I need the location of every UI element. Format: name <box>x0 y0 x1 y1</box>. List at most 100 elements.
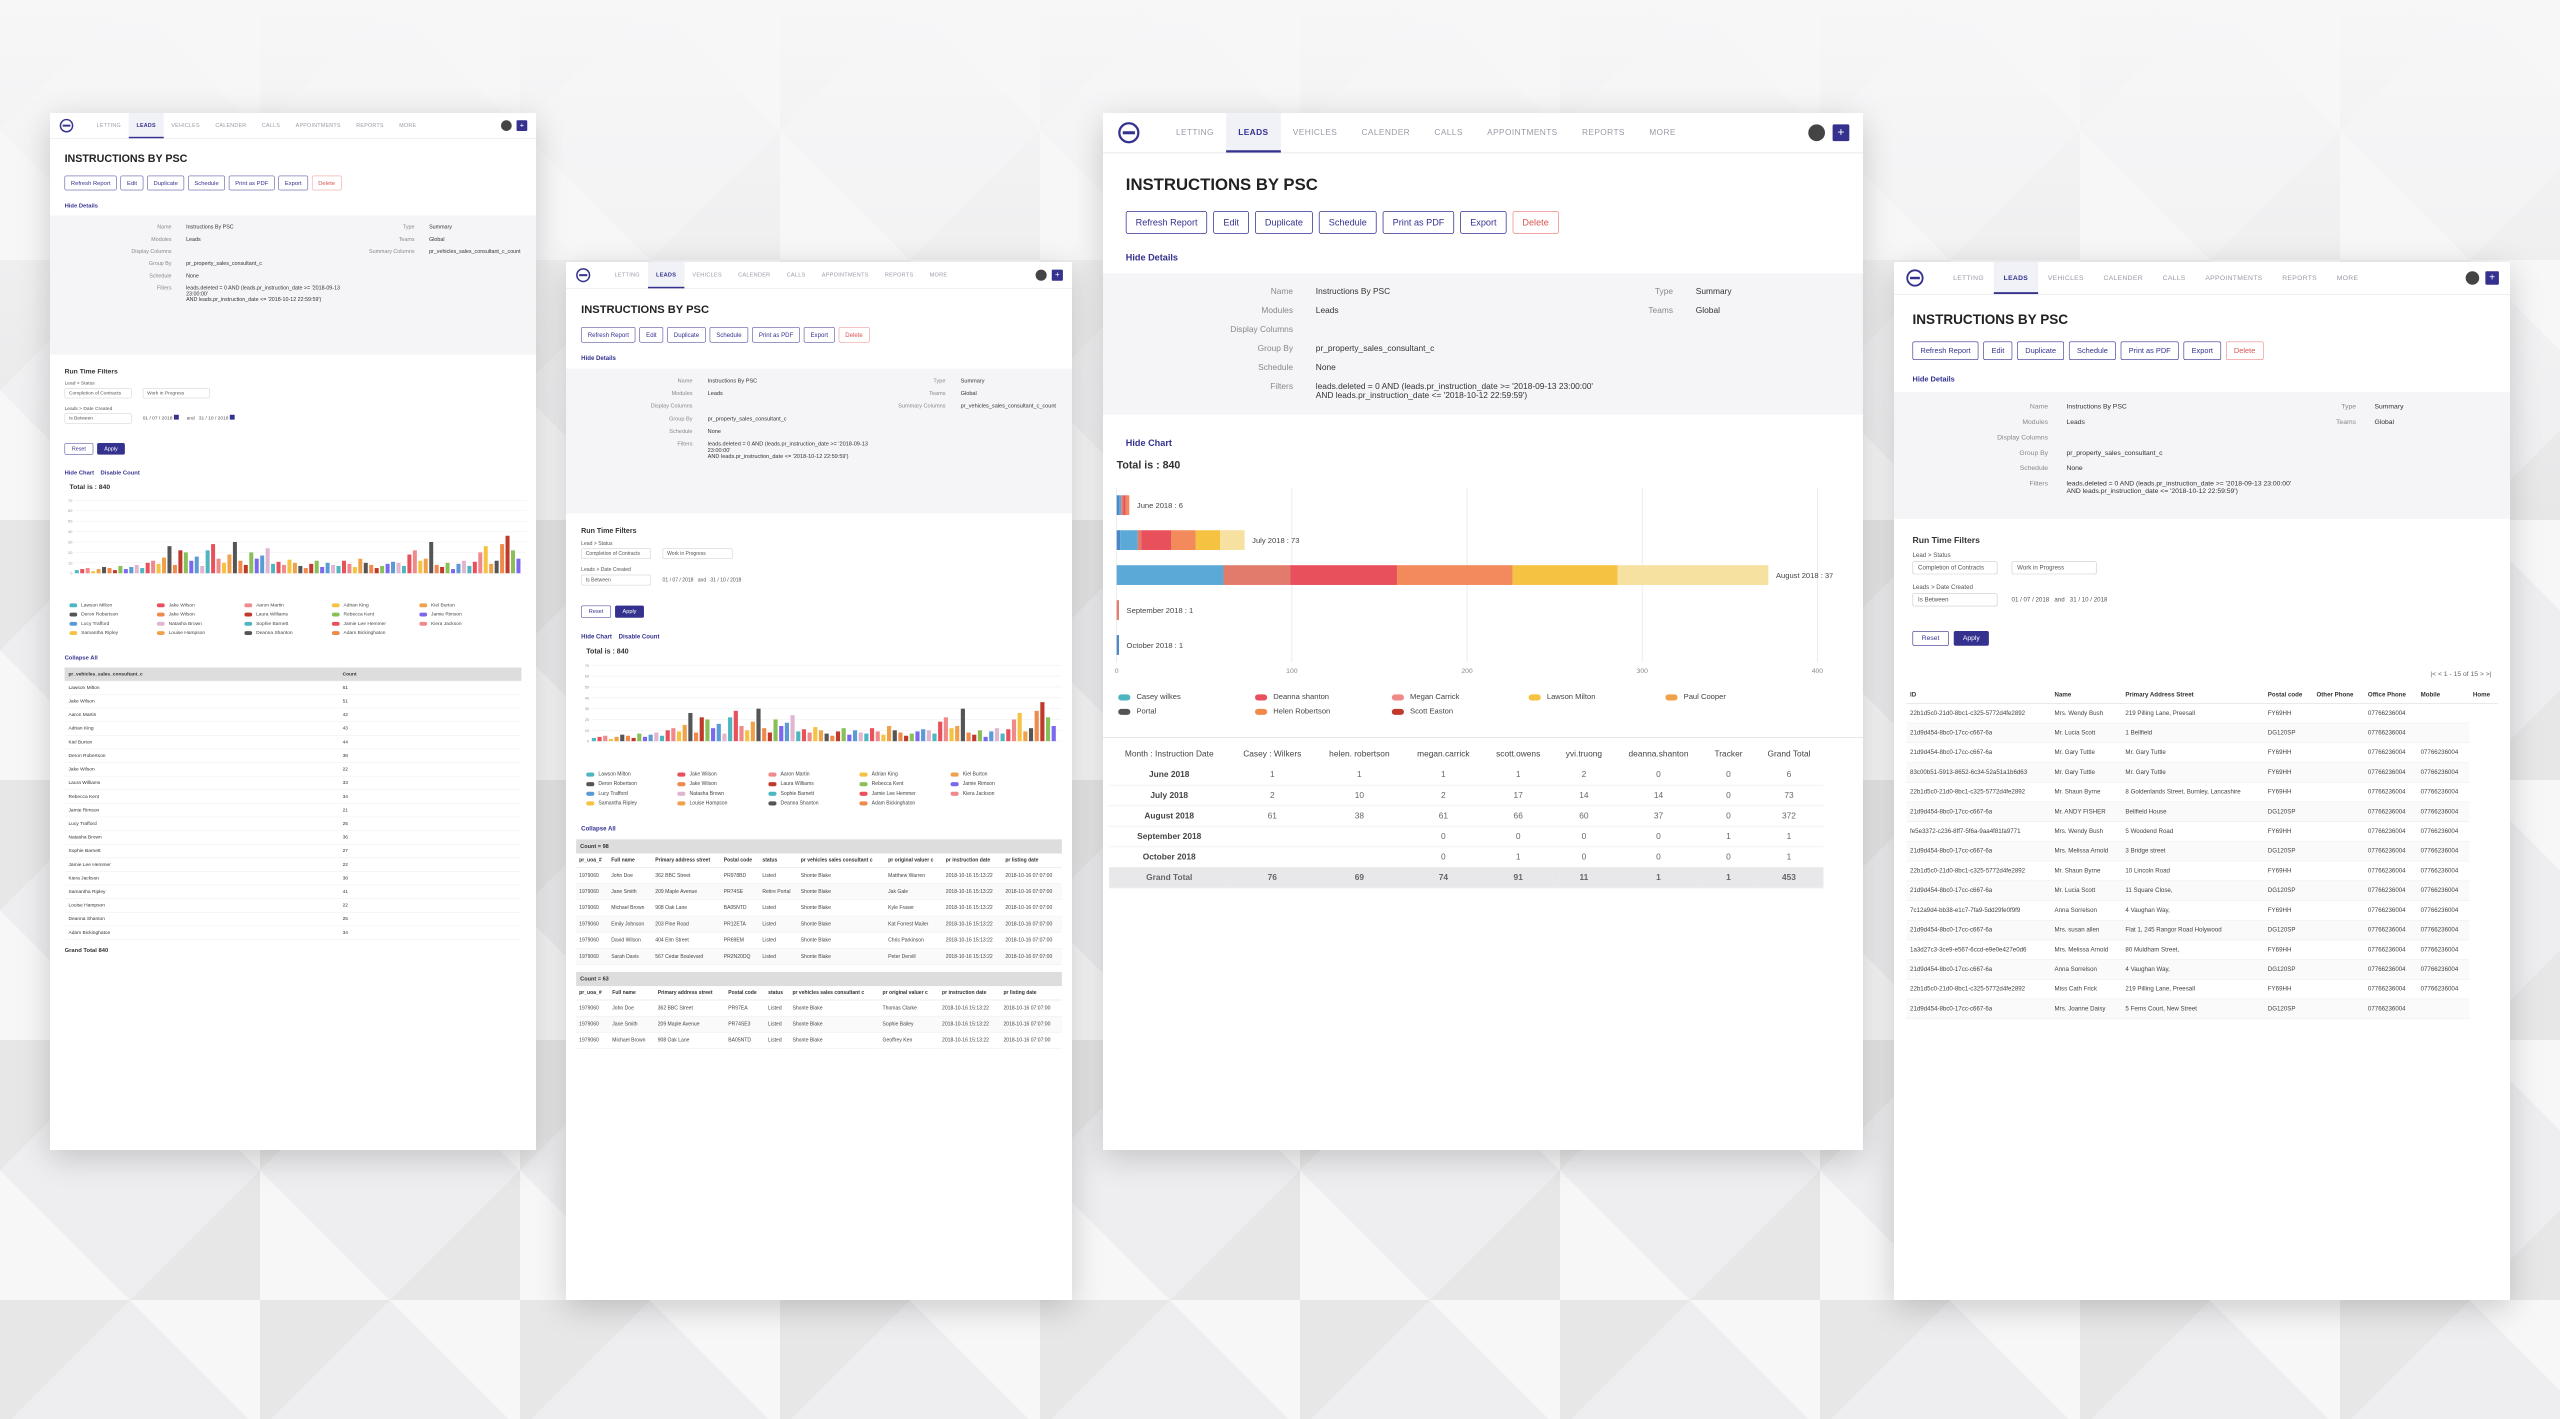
collapse-all-toggle[interactable]: Collapse All <box>64 653 98 661</box>
legend-item[interactable]: Kiera Jackson <box>950 791 1042 796</box>
nav-letting[interactable]: LETTING <box>614 272 640 279</box>
chart-bar[interactable] <box>852 730 858 742</box>
chart-bar-segment[interactable] <box>1195 530 1221 550</box>
chart-bar[interactable] <box>467 565 472 574</box>
chart-bar-segment[interactable] <box>1396 565 1513 585</box>
status-select-2[interactable]: Work in Progress <box>662 548 733 560</box>
chart-bar[interactable] <box>767 732 772 742</box>
chart-bar[interactable] <box>1011 719 1017 742</box>
table-row[interactable]: Louise Hampson 22 <box>64 898 522 913</box>
status-select-1[interactable]: Completion of Contracts <box>64 388 132 399</box>
chart-bar[interactable] <box>835 731 841 742</box>
table-row[interactable]: 1979060 Sarah Davis 567 Cedar Boulevard PR2… <box>576 948 1062 965</box>
chart-bar[interactable] <box>818 730 824 742</box>
chart-bar[interactable] <box>265 548 270 574</box>
apply-button[interactable]: Apply <box>1953 630 1990 646</box>
legend-item[interactable]: Sophie Barnett <box>244 621 331 626</box>
chart-bar[interactable] <box>276 561 281 574</box>
chart-bar[interactable] <box>85 568 90 574</box>
column-header[interactable]: scott.owens <box>1496 749 1541 759</box>
table-row[interactable]: Deanna Shanton 25 <box>64 912 522 927</box>
nav-appointments[interactable]: APPOINTMENTS <box>821 272 869 279</box>
hide-chart-toggle[interactable]: Hide Chart <box>581 632 612 640</box>
chart-bar[interactable] <box>451 569 456 574</box>
legend-item[interactable]: Aaron Martin <box>768 772 859 777</box>
refresh-report-button[interactable]: Refresh Report <box>581 327 636 343</box>
refresh-report-button[interactable]: Refresh Report <box>1912 341 1979 360</box>
chart-bar-segment[interactable] <box>1223 565 1291 585</box>
nav-reports[interactable]: REPORTS <box>356 122 384 129</box>
legend-item[interactable]: Kiera Jackson <box>419 621 506 626</box>
chart-bar[interactable] <box>189 560 194 574</box>
chart-bar[interactable] <box>320 566 325 574</box>
hide-details-toggle[interactable]: Hide Details <box>1125 252 1179 263</box>
table-row[interactable]: October 2018 0 1 0 0 0 1 <box>1109 846 1824 868</box>
legend-item[interactable]: Portal <box>1118 707 1255 716</box>
refresh-report-button[interactable]: Refresh Report <box>64 175 117 191</box>
column-header[interactable]: ID <box>1906 686 2051 704</box>
chart-bar-segment[interactable] <box>1116 600 1119 620</box>
disable-count-toggle[interactable]: Disable Count <box>618 632 660 640</box>
chart-bar[interactable] <box>178 550 183 574</box>
edit-button[interactable]: Edit <box>1213 211 1249 234</box>
chart-bar[interactable] <box>162 557 167 574</box>
add-icon[interactable]: + <box>1832 124 1850 142</box>
chart-bar[interactable] <box>915 731 920 742</box>
status-select-1[interactable]: Completion of Contracts <box>581 548 652 560</box>
column-header[interactable]: Primary address street <box>652 853 721 868</box>
legend-item[interactable]: Deron Robertson <box>586 781 677 787</box>
chart-bar[interactable] <box>494 560 499 574</box>
chart-bar[interactable] <box>347 563 352 574</box>
legend-item[interactable]: Jamie Lee Hemmer <box>331 621 419 626</box>
table-row[interactable]: Natasha Brown 36 <box>64 830 522 845</box>
legend-item[interactable]: Jake Wilson <box>156 612 244 617</box>
column-header[interactable]: pr instruction date <box>942 853 1003 868</box>
table-row[interactable]: Jamie Lee Hemmer 22 <box>64 857 522 872</box>
chart-bar[interactable] <box>813 727 818 742</box>
column-header[interactable]: Mobile <box>2416 686 2470 704</box>
legend-item[interactable]: Lucy Trafford <box>69 621 156 626</box>
nav-letting[interactable]: LETTING <box>1953 274 1984 282</box>
column-header[interactable]: helen. robertson <box>1329 749 1390 759</box>
chart-bar[interactable] <box>341 560 346 574</box>
table-row[interactable]: Lucy Trafford 25 <box>64 816 522 831</box>
date-to[interactable]: 31 / 10 / 2018 <box>2069 596 2108 604</box>
reset-button[interactable]: Reset <box>581 605 611 618</box>
nav-calender[interactable]: CALENDER <box>738 272 771 279</box>
table-row[interactable]: Kiel Burton 44 <box>64 735 522 750</box>
chart-bar[interactable] <box>620 734 625 742</box>
legend-item[interactable]: Aaron Martin <box>244 602 331 608</box>
column-header[interactable]: Postal code <box>720 853 760 868</box>
chart-bar-segment[interactable] <box>1123 495 1126 516</box>
avatar[interactable] <box>1808 124 1825 142</box>
nav-calender[interactable]: CALENDER <box>2103 274 2143 282</box>
table-row[interactable]: 22b1d5c0-21d0-8bc1-c325-5772d4fe2892 Mrs.… <box>1906 703 2497 724</box>
chart-bar[interactable] <box>966 732 971 742</box>
chart-bar[interactable] <box>325 562 330 574</box>
chart-bar[interactable] <box>489 563 494 574</box>
calendar-icon[interactable] <box>229 414 235 420</box>
chart-bar[interactable] <box>167 546 172 574</box>
chart-bar[interactable] <box>869 728 875 742</box>
chart-bar[interactable] <box>211 544 216 574</box>
chart-bar[interactable] <box>648 734 653 742</box>
nav-more[interactable]: MORE <box>2336 274 2359 282</box>
chart-bar[interactable] <box>654 732 659 742</box>
chart-bar[interactable] <box>1023 731 1028 742</box>
table-row[interactable]: 1979060 Michael Brown 908 Oak Lane BA05NTD L… <box>576 1032 1062 1049</box>
between-select[interactable]: Is Between <box>64 413 132 424</box>
chart-bar[interactable] <box>983 736 988 742</box>
column-header[interactable]: Count <box>338 667 522 682</box>
chart-bar[interactable] <box>260 555 265 574</box>
nav-vehicles[interactable]: VEHICLES <box>2047 274 2084 282</box>
chart-bar[interactable] <box>227 554 232 574</box>
apply-button[interactable]: Apply <box>97 442 125 455</box>
column-header[interactable]: pr_uoa_# <box>576 853 609 868</box>
chart-bar-segment[interactable] <box>1137 530 1142 550</box>
chart-bar[interactable] <box>440 566 445 574</box>
table-row[interactable]: 1979060 John Doe 362 BBC Street PR97EA Liste… <box>576 1000 1062 1017</box>
table-row[interactable]: June 2018 1 1 1 1 2 0 0 6 <box>1109 765 1824 786</box>
chart-bar[interactable] <box>665 730 670 742</box>
chart-bar[interactable] <box>145 562 150 574</box>
chart-bar[interactable] <box>659 735 665 742</box>
